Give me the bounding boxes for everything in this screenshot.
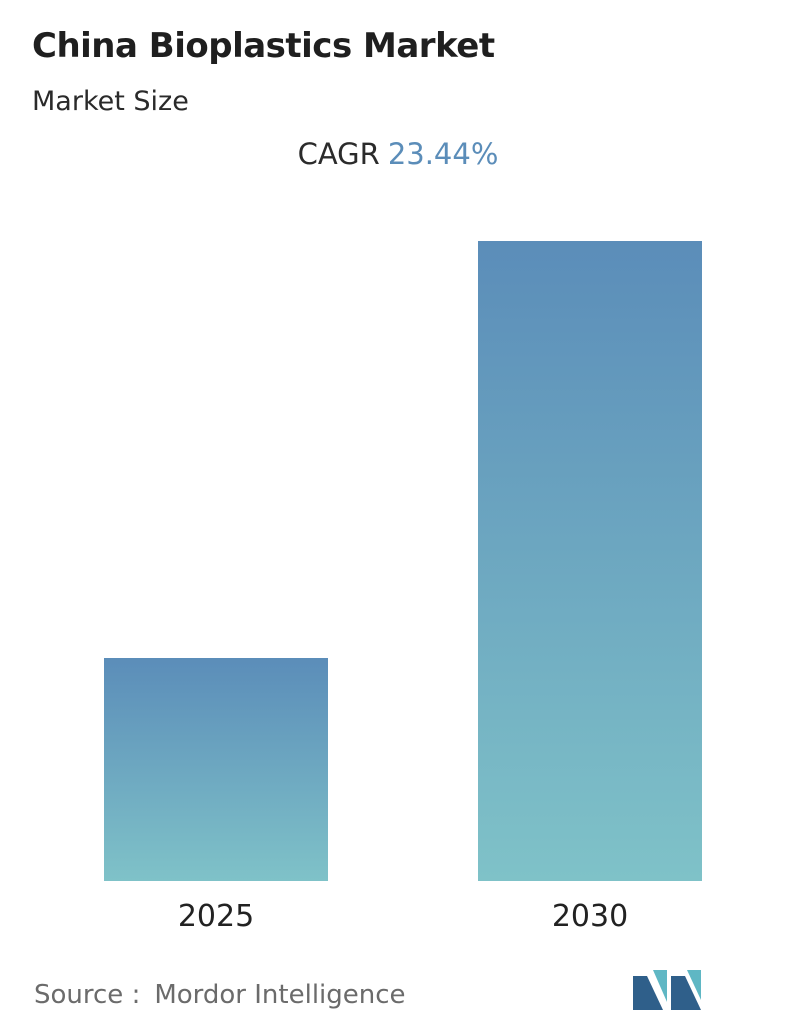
logo-shape-middle (653, 970, 667, 1002)
bar-2025 (104, 658, 328, 881)
cagr-callout: CAGR 23.44% (0, 137, 796, 171)
source-value: Mordor Intelligence (154, 980, 406, 1010)
chart-subtitle: Market Size (32, 86, 189, 117)
x-tick-label-2030: 2030 (552, 899, 628, 934)
bars-group (104, 241, 702, 881)
logo-shape-left (633, 976, 663, 1010)
bar-2030 (478, 241, 702, 881)
x-tick-label-2025: 2025 (178, 899, 254, 934)
cagr-value: 23.44% (387, 137, 499, 171)
logo-shape-right-b (687, 970, 701, 1000)
cagr-label: CAGR (297, 137, 380, 171)
x-tick-labels: 2025 2030 (178, 899, 628, 934)
logo-shape-right-a (671, 976, 701, 1010)
chart-title: China Bioplastics Market (32, 26, 495, 66)
source-label: Source : (34, 980, 141, 1010)
source-note: Source : Mordor Intelligence (34, 980, 406, 1010)
mordor-intelligence-logo (633, 970, 701, 1010)
